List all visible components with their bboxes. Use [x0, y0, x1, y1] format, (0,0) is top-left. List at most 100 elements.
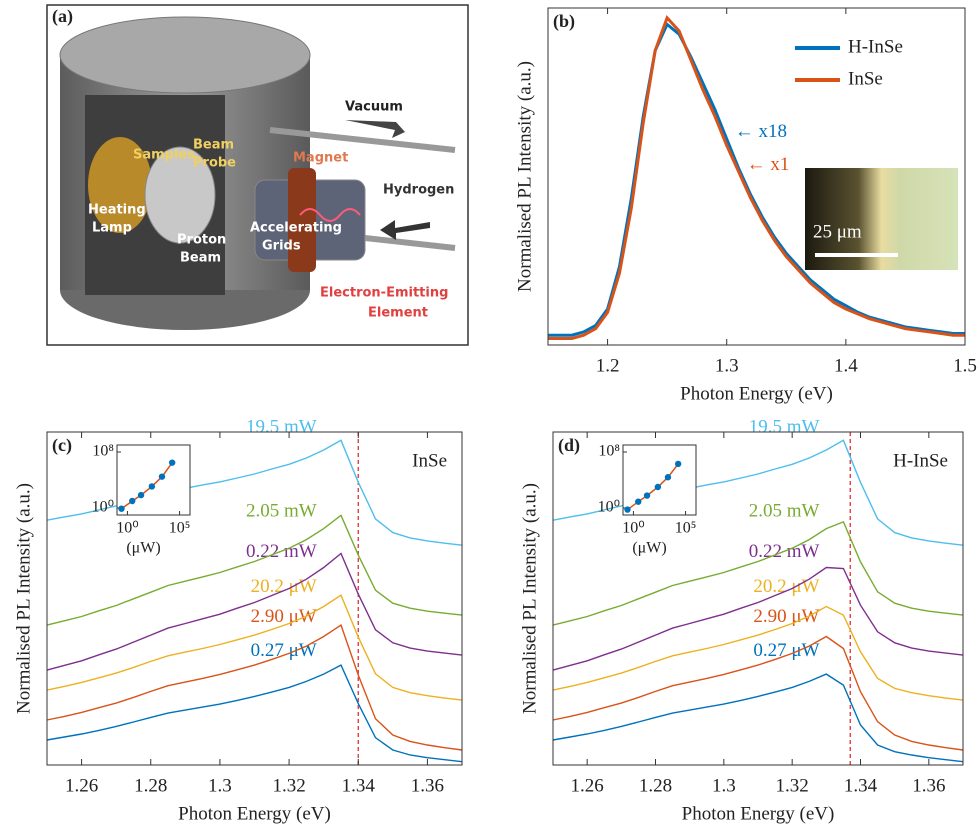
series-line [548, 22, 965, 337]
panel-title: InSe [412, 450, 447, 471]
x-tick-label: 1.28 [639, 775, 672, 796]
y-axis-label: Normalised PL Intensity (a.u.) [519, 483, 540, 714]
x-tick-label: 1.32 [776, 775, 809, 796]
part-label: Beam [193, 138, 234, 153]
series-label: 2.90 μW [753, 606, 819, 627]
x-axis-label: Photon Energy (eV) [680, 383, 833, 404]
inset-y-tick-label: 10⁸ [92, 443, 114, 460]
series-line [46, 594, 463, 701]
illustration: (a) Vacuum Magnet Hydrogen Samples Beam … [46, 4, 469, 346]
series-line [552, 521, 964, 626]
x-axis-label: Photon Energy (eV) [178, 803, 331, 824]
x-tick-label: 1.36 [411, 775, 444, 796]
panel-label: (a) [52, 6, 73, 27]
series-label: 20.2 μW [753, 576, 819, 597]
panel-title: H-InSe [893, 450, 948, 471]
annotation: ← x1 [747, 154, 790, 175]
inset-point [168, 459, 176, 466]
series-label: 19.5 mW [246, 417, 317, 438]
x-tick-label: 1.4 [834, 355, 858, 376]
part-label: Beam [180, 251, 221, 266]
inset-point [654, 483, 662, 491]
series-label: 19.5 mW [749, 417, 820, 438]
part-label: Samples [133, 148, 195, 163]
series-line [552, 439, 964, 546]
x-tick-label: 1.3 [208, 775, 232, 796]
series-label: 0.27 μW [753, 640, 819, 661]
inset-point [674, 460, 682, 468]
series-label: 2.90 μW [251, 606, 317, 627]
x-tick-label: 1.28 [134, 775, 167, 796]
vacuum-arrow [345, 120, 405, 138]
series-line [46, 624, 463, 751]
hydrogen-pipe [364, 235, 456, 251]
annotation: ← x18 [735, 121, 787, 142]
inset-x-label: (μW) [126, 540, 160, 557]
x-tick-label: 1.3 [715, 355, 739, 376]
inset-x-tick-label: 10⁰ [116, 520, 138, 537]
inset-x-label: (μW) [632, 540, 666, 557]
x-tick-label: 1.32 [272, 775, 305, 796]
part-label: Accelerating [250, 221, 342, 236]
x-tick-label: 1.34 [342, 775, 376, 796]
inset-point [118, 505, 125, 512]
series-line [552, 605, 964, 701]
part-label: Proton [177, 233, 226, 248]
series-line [552, 635, 964, 751]
part-label: Heating [88, 203, 146, 218]
inset-x-tick-label: 10⁵ [169, 520, 191, 537]
x-tick-label: 1.36 [912, 775, 945, 796]
series-label: 2.05 mW [749, 501, 820, 522]
legend-label: H-InSe [848, 36, 903, 57]
inset-point [643, 492, 651, 499]
x-tick-label: 1.2 [596, 355, 620, 376]
inset-point [158, 473, 166, 480]
panel-label: (b) [553, 11, 575, 32]
series-line [552, 566, 964, 671]
series-label: 0.27 μW [251, 640, 317, 661]
filament [299, 208, 361, 222]
sample-holder [144, 146, 216, 244]
part-label: Vacuum [345, 100, 403, 115]
part-label: Grids [262, 239, 301, 254]
x-tick-label: 1.34 [844, 775, 878, 796]
part-label: Electron-Emitting [320, 286, 448, 301]
panel-label: (c) [52, 435, 72, 456]
hydrogen-arrow [380, 220, 430, 240]
series-line [46, 514, 463, 626]
part-label: Magnet [293, 151, 348, 166]
inset-point [624, 506, 631, 513]
panel-label: (d) [558, 435, 580, 456]
chamber-lid [59, 16, 311, 94]
inset-point [129, 497, 136, 505]
series-label: 20.2 μW [251, 576, 317, 597]
part-label: Lamp [92, 221, 132, 236]
series-line [552, 673, 964, 763]
inset-point [137, 491, 145, 499]
scale-label: 25 μm [813, 221, 862, 242]
part-label: Hydrogen [383, 183, 454, 198]
inset-y-tick-label: 10⁰ [598, 499, 620, 516]
series-line [548, 14, 965, 340]
x-tick-label: 1.26 [65, 775, 98, 796]
plot-frame [46, 431, 463, 766]
heating-lamp [88, 137, 152, 233]
inset-x-tick-label: 10⁵ [675, 520, 697, 537]
x-tick-label: 1.5 [953, 355, 977, 376]
series-label: 2.05 mW [246, 501, 317, 522]
inset-point [635, 498, 642, 505]
plot-frame [552, 431, 964, 766]
part-label: Element [368, 306, 428, 321]
series-line [46, 552, 463, 671]
magnet [288, 168, 316, 272]
inset-y-tick-label: 10⁰ [92, 499, 114, 516]
series-line [46, 664, 463, 763]
y-axis-label: Normalised PL Intensity (a.u.) [13, 483, 34, 714]
legend-label: InSe [848, 68, 883, 89]
inset-y-tick-label: 10⁸ [598, 443, 620, 460]
x-tick-label: 1.26 [571, 775, 604, 796]
inset-x-tick-label: 10⁰ [622, 520, 644, 537]
part-label: Probe [193, 156, 236, 171]
x-axis-label: Photon Energy (eV) [682, 803, 835, 824]
